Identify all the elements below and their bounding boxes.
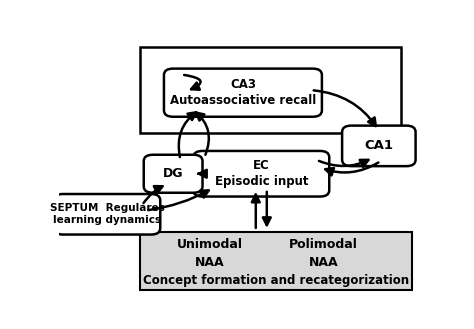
FancyBboxPatch shape [342,126,416,166]
FancyBboxPatch shape [140,232,412,290]
Text: Concept formation and recategorization: Concept formation and recategorization [143,274,409,287]
Text: DG: DG [163,167,183,180]
FancyBboxPatch shape [144,155,202,193]
Text: Unimodal: Unimodal [177,238,243,251]
Text: NAA: NAA [309,256,338,269]
FancyBboxPatch shape [54,194,160,235]
Text: NAA: NAA [195,256,225,269]
Text: CA1: CA1 [365,139,393,152]
Text: SEPTUM  Regulares
learning dynamics: SEPTUM Regulares learning dynamics [50,203,164,225]
FancyBboxPatch shape [193,151,329,196]
FancyBboxPatch shape [164,69,322,117]
Text: Polimodal: Polimodal [289,238,358,251]
Text: CA3
Autoassociative recall: CA3 Autoassociative recall [170,78,316,107]
Text: EC
Episodic input: EC Episodic input [215,159,308,188]
